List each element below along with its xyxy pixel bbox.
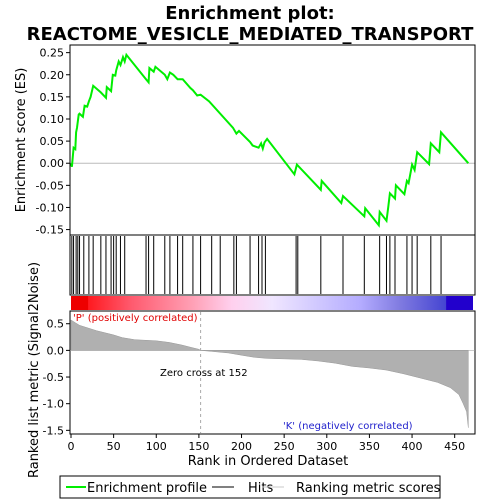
es-panel-frame [69, 44, 476, 236]
chart-title-line2: REACTOME_VESICLE_MEDIATED_TRANSPORT [27, 24, 474, 45]
legend-label-enrichment: Enrichment profile [87, 481, 207, 496]
x-tick-label: 350 [359, 440, 380, 453]
x-tick-label: 100 [146, 440, 167, 453]
es-y-tick-label: -0.10 [36, 201, 64, 214]
metric-y-tick-label: 0.0 [47, 344, 65, 357]
metric-y-tick-label: 0.5 [47, 318, 65, 331]
es-y-tick-label: 0.15 [40, 91, 65, 104]
es-y-tick-label: 0.00 [40, 157, 65, 170]
x-tick-label: 200 [231, 440, 252, 453]
es-y-axis-label: Enrichment score (ES) [14, 68, 29, 213]
metric-y-tick-label: -1.5 [43, 424, 64, 437]
metric-y-tick-label: -0.5 [43, 371, 64, 384]
legend-box [59, 475, 441, 499]
ranking-metric-area [70, 319, 469, 428]
es-y-tick-label: 0.20 [40, 69, 65, 82]
metric-y-tick-label: -1.0 [43, 398, 64, 411]
x-axis-label: Rank in Ordered Dataset [188, 454, 349, 469]
hits-panel-frame [69, 234, 476, 296]
es-panel: -0.15 -0.10 -0.05 0.00 0.05 0.10 0.15 0.20 0.25 [36, 47, 475, 237]
legend-label-metric: Ranking metric scores [296, 481, 441, 496]
es-y-tick-label: 0.25 [40, 47, 65, 60]
x-tick-label: 150 [188, 440, 209, 453]
x-tick-label: 400 [402, 440, 423, 453]
hits-group [71, 236, 442, 294]
rank-bar-segment [71, 296, 89, 310]
metric-y-axis-label: Ranked list metric (Signal2Noise) [27, 262, 42, 478]
es-y-tick-label: 0.05 [40, 135, 65, 148]
x-tick-label: 450 [444, 440, 465, 453]
es-y-tick-label: -0.15 [36, 224, 64, 237]
positive-annotation: 'P' (positively correlated) [73, 313, 198, 324]
x-tick-label: 250 [274, 440, 295, 453]
negative-annotation: 'K' (negatively correlated) [283, 421, 413, 432]
zero-cross-annotation: Zero cross at 152 [160, 368, 248, 379]
rank-bar-segment [446, 296, 473, 310]
x-tick-label: 50 [107, 440, 121, 453]
rank-color-bar-blocks [71, 296, 473, 310]
x-tick-label: 0 [68, 440, 75, 453]
legend-label-hits: Hits [248, 481, 273, 496]
metric-panel-frame [69, 310, 476, 435]
enrichment-profile-line [70, 52, 470, 228]
chart-title-line1: Enrichment plot: [165, 3, 335, 24]
rank-color-bar [71, 296, 473, 310]
es-y-tick-label: 0.10 [40, 113, 65, 126]
x-tick-label: 300 [316, 440, 337, 453]
es-y-tick-label: -0.05 [36, 179, 64, 192]
metric-group: -1.5 -1.0 -0.5 0.0 0.5 0 50 100 150 200 250 300 350 4… [43, 312, 475, 453]
